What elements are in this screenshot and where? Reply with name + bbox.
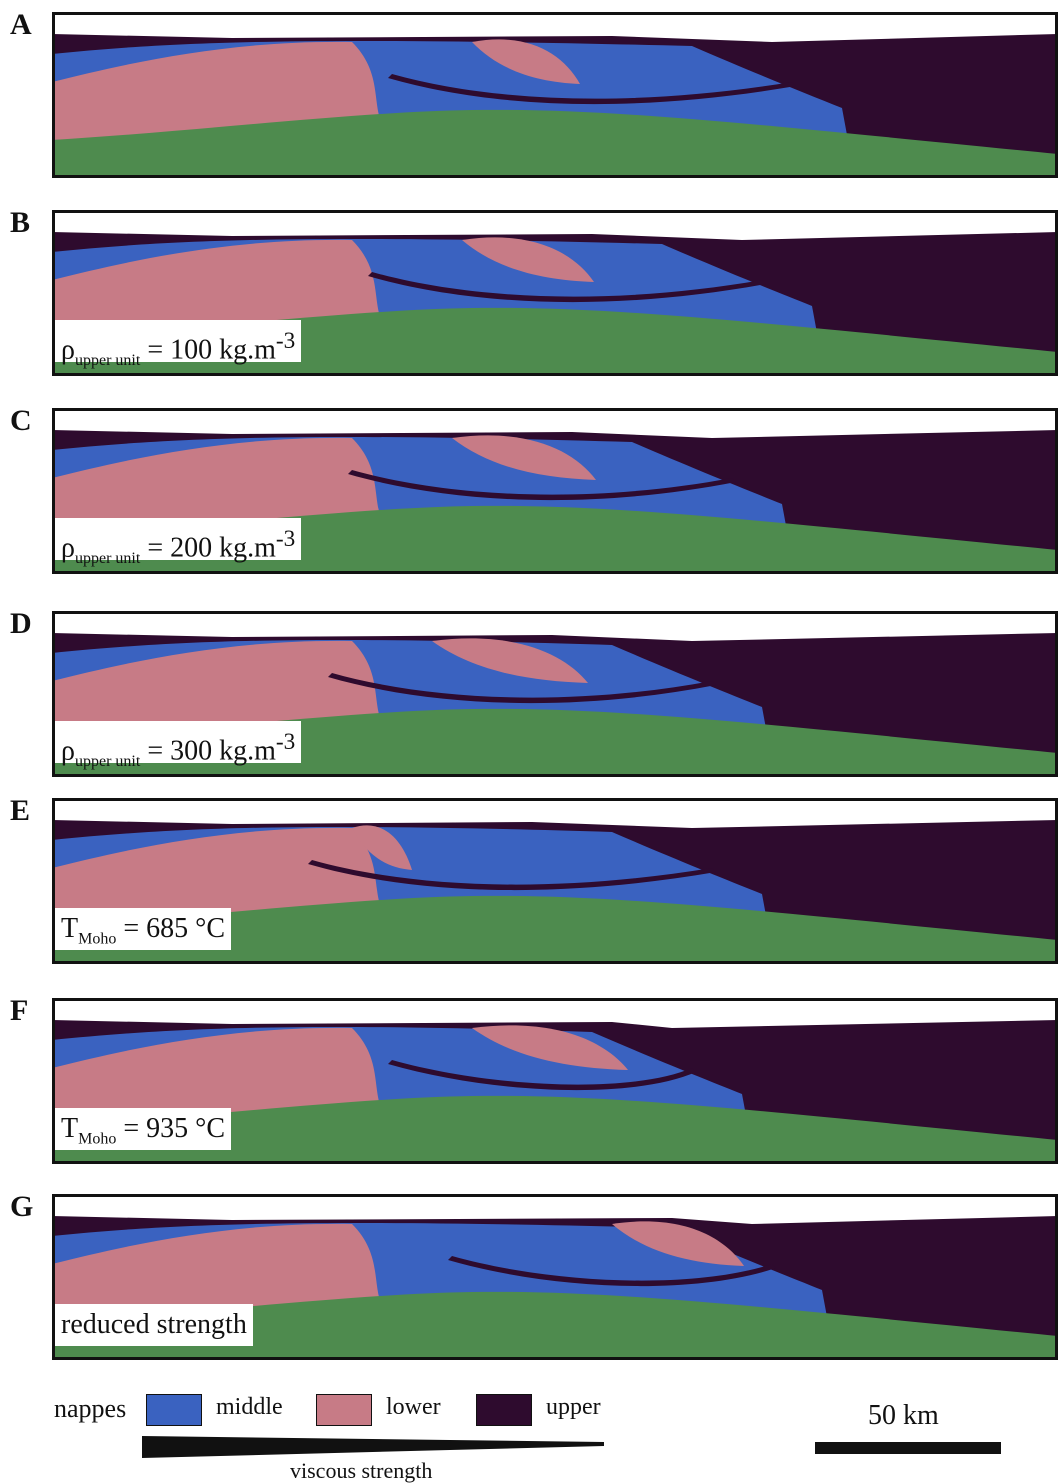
- basement: [52, 1095, 1058, 1164]
- label-symbol: T: [61, 913, 79, 944]
- panel-letter: C: [10, 404, 32, 437]
- temperature-label: TMoho = 935 °C: [55, 1108, 232, 1150]
- viscous-strength-label: viscous strength: [290, 1458, 433, 1483]
- swatch-middle: [146, 1394, 202, 1426]
- panel-b: B ρupper unit = 100 kg.m-3: [0, 202, 1058, 376]
- upper-sliver: [388, 74, 796, 105]
- label-subscript: Moho: [78, 930, 117, 948]
- section-frame: [52, 408, 1058, 574]
- panel-a: A: [0, 4, 1058, 178]
- section-frame: [52, 1194, 1058, 1360]
- label-subscript: upper unit: [74, 752, 141, 770]
- scale-bar-label: 50 km: [868, 1400, 939, 1431]
- section-plot: [52, 1194, 1058, 1360]
- legend-label-middle: middle: [216, 1394, 283, 1420]
- panel-c: C ρupper unit = 200 kg.m-3: [0, 400, 1058, 574]
- density-label: ρupper unit = 200 kg.m-3: [55, 518, 302, 567]
- basement: [52, 109, 1058, 178]
- basement: [52, 708, 1058, 777]
- lower-nappe-dome: [452, 435, 596, 480]
- lower-nappe-left: [52, 41, 382, 140]
- basement: [52, 307, 1058, 376]
- label-symbol: T: [61, 1113, 79, 1144]
- section-frame: [52, 12, 1058, 178]
- label-value: = 935 °C: [116, 1113, 226, 1144]
- label-superscript: -3: [275, 526, 296, 552]
- viscous-strength-wedge: [142, 1436, 604, 1458]
- legend-title: nappes: [54, 1394, 127, 1423]
- strength-label: reduced strength: [55, 1304, 253, 1346]
- label-value: = 685 °C: [116, 913, 226, 944]
- section-frame: [52, 798, 1058, 964]
- label-symbol: ρ: [61, 735, 75, 767]
- section-frame: [52, 611, 1058, 777]
- upper-sliver: [368, 272, 766, 303]
- label-value: = 300 kg.m: [140, 735, 276, 767]
- lower-nappe-dome: [352, 825, 412, 870]
- label-superscript: -3: [275, 729, 296, 755]
- panel-letter: B: [10, 206, 31, 239]
- basement: [52, 505, 1058, 574]
- panel-g: G reduced strength: [0, 1186, 1058, 1360]
- upper-sliver: [328, 673, 716, 704]
- swatch-lower: [316, 1394, 372, 1426]
- label-subscript: upper unit: [74, 351, 141, 369]
- panel-letter: G: [10, 1190, 34, 1223]
- lower-nappe-dome: [472, 1025, 628, 1070]
- label-superscript: -3: [275, 328, 296, 354]
- panel-e: E TMoho = 685 °C: [0, 790, 1058, 964]
- lower-nappe-left: [52, 239, 382, 338]
- legend-label-lower: lower: [386, 1394, 441, 1420]
- lower-nappe-dome: [612, 1221, 744, 1266]
- label-value: = 200 kg.m: [140, 532, 276, 564]
- label-text: reduced strength: [61, 1309, 247, 1340]
- label-symbol: ρ: [61, 532, 75, 564]
- section-plot: [52, 798, 1058, 964]
- legend-label-upper: upper: [546, 1394, 601, 1420]
- panel-letter: E: [10, 794, 31, 827]
- lower-nappe-dome: [462, 237, 594, 282]
- lower-nappe-left: [52, 1027, 382, 1126]
- lower-nappe-dome: [432, 638, 588, 683]
- label-subscript: Moho: [78, 1130, 117, 1148]
- upper-sliver: [448, 1256, 776, 1287]
- density-label: ρupper unit = 300 kg.m-3: [55, 721, 302, 770]
- scale-bar: [815, 1442, 1001, 1454]
- lower-nappe-dome: [472, 39, 580, 84]
- panel-letter: A: [10, 8, 32, 41]
- label-subscript: upper unit: [74, 549, 141, 567]
- upper-sliver: [308, 860, 716, 891]
- section-plot: [52, 12, 1058, 178]
- section-frame: [52, 998, 1058, 1164]
- swatch-upper: [476, 1394, 532, 1426]
- label-symbol: ρ: [61, 334, 75, 366]
- lower-nappe-left: [52, 437, 382, 536]
- section-plot: [52, 998, 1058, 1164]
- panel-letter: F: [10, 994, 29, 1027]
- lower-nappe-left: [52, 1223, 382, 1322]
- panel-letter: D: [10, 607, 32, 640]
- lower-nappe-left: [52, 827, 382, 926]
- label-value: = 100 kg.m: [140, 334, 276, 366]
- panel-d: D ρupper unit = 300 kg.m-3: [0, 603, 1058, 777]
- section-frame: [52, 210, 1058, 376]
- legend: nappes middle lower upper 50 km viscous …: [0, 1380, 1058, 1484]
- density-label: ρupper unit = 100 kg.m-3: [55, 320, 302, 369]
- panel-f: F TMoho = 935 °C: [0, 990, 1058, 1164]
- upper-sliver: [388, 1060, 696, 1091]
- lower-nappe-left: [52, 640, 382, 739]
- basement: [52, 1291, 1058, 1360]
- upper-sliver: [348, 470, 736, 501]
- temperature-label: TMoho = 685 °C: [55, 908, 232, 950]
- basement: [52, 895, 1058, 964]
